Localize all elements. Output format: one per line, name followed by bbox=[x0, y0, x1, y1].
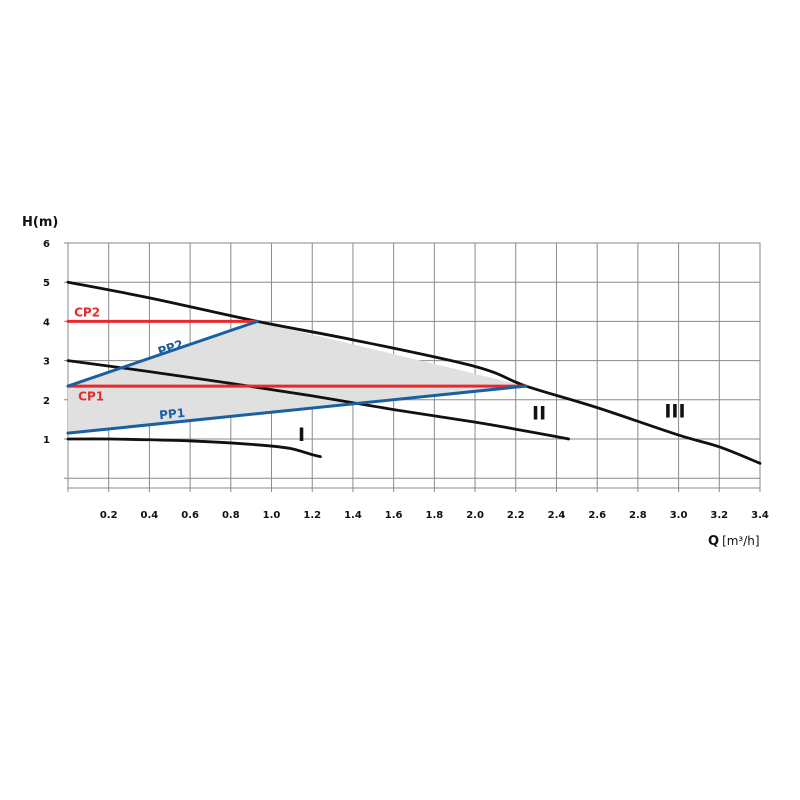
y-tick-label: 5 bbox=[43, 278, 50, 289]
y-axis-title: H(m) bbox=[22, 215, 58, 230]
x-tick-label: 0.6 bbox=[181, 510, 199, 521]
x-tick-label: 3.2 bbox=[710, 510, 728, 521]
series-line-ii bbox=[66, 359, 571, 441]
y-tick-label: 4 bbox=[43, 317, 50, 328]
x-tick-label: 2.0 bbox=[466, 510, 484, 521]
x-tick-label: 0.2 bbox=[100, 510, 118, 521]
x-axis-symbol: Q bbox=[708, 534, 719, 549]
x-tick-label: 0.4 bbox=[141, 510, 159, 521]
y-tick-label: 3 bbox=[43, 357, 50, 368]
series-line-pp2 bbox=[66, 319, 259, 388]
x-tick-label: 3.0 bbox=[670, 510, 688, 521]
x-tick-label: 1.6 bbox=[385, 510, 403, 521]
series-line-pp1 bbox=[66, 384, 528, 435]
x-tick-label: 0.8 bbox=[222, 510, 240, 521]
x-tick-label: 2.6 bbox=[588, 510, 606, 521]
x-tick-label: 2.8 bbox=[629, 510, 647, 521]
mode-label-pp1: PP1 bbox=[158, 406, 185, 423]
x-axis-title: Q [m³/h] bbox=[708, 534, 760, 549]
tick-labels-layer: 0.2 0.4 0.6 0.8 1.0 1.2 1.4 1.6 1.8 2.0 2.2 2.4 2.6 2… bbox=[43, 239, 769, 521]
x-tick-label: 1.4 bbox=[344, 510, 362, 521]
series-line-i bbox=[66, 437, 322, 459]
series-line-iii bbox=[66, 280, 762, 465]
shaded-region-layer bbox=[68, 321, 526, 434]
curve-label-ii: II bbox=[532, 402, 546, 424]
curve-label-i: I bbox=[298, 424, 305, 446]
mode-label-cp1: CP1 bbox=[78, 390, 104, 404]
y-tick-label: 6 bbox=[43, 239, 50, 250]
x-tick-label: 1.8 bbox=[425, 510, 443, 521]
x-tick-label: 1.2 bbox=[303, 510, 321, 521]
operating-region bbox=[68, 321, 526, 434]
x-tick-label: 1.0 bbox=[263, 510, 281, 521]
y-tick-label: 1 bbox=[43, 435, 50, 446]
y-tick-label: 2 bbox=[43, 396, 50, 407]
x-tick-label: 2.2 bbox=[507, 510, 525, 521]
curve-label-iii: III bbox=[664, 400, 685, 422]
x-tick-label: 2.4 bbox=[548, 510, 566, 521]
mode-label-cp2: CP2 bbox=[74, 306, 100, 320]
x-tick-label: 3.4 bbox=[751, 510, 769, 521]
series-layer bbox=[66, 280, 762, 465]
x-axis-unit: [m³/h] bbox=[722, 534, 760, 548]
